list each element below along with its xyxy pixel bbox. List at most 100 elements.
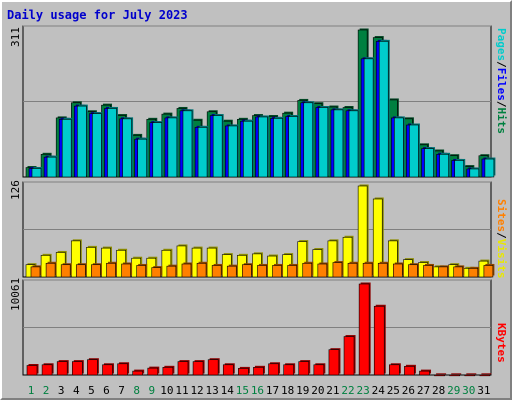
bar-visits-day-11	[176, 245, 187, 278]
day-label: 3	[58, 384, 65, 397]
bar-kbytes-day-4	[71, 361, 83, 376]
bar-sites-day-4	[75, 264, 86, 278]
bar-kbytes-day-5	[87, 359, 98, 376]
bar-visits-day-4	[70, 240, 81, 278]
day-label: 23	[357, 384, 370, 397]
bar-pages-day-27	[424, 148, 434, 178]
bar-kbytes-day-28	[434, 374, 445, 377]
bar-sites-day-6	[106, 262, 116, 278]
day-label: 12	[190, 384, 203, 397]
day-label: 18	[281, 384, 294, 397]
bar-pages-day-6	[107, 108, 117, 178]
day-label: 8	[133, 384, 140, 397]
bar-kbytes-day-16	[253, 367, 264, 376]
day-label: 30	[462, 384, 475, 397]
bar-pages-day-10	[167, 117, 178, 178]
bar-pages-day-15	[243, 120, 253, 178]
bar-sites-day-23	[362, 262, 373, 278]
bar-pages-day-30	[469, 168, 480, 178]
bar-sites-day-27	[423, 265, 433, 278]
bar-pages-day-19	[303, 102, 314, 178]
bar-kbytes-day-11	[177, 361, 189, 376]
bar-pages-day-3	[61, 119, 72, 178]
bar-kbytes-day-21	[328, 349, 340, 376]
day-label: 13	[206, 384, 219, 397]
bar-pages-day-25	[394, 117, 404, 178]
day-label: 26	[402, 384, 415, 397]
bar-kbytes-day-2	[41, 364, 53, 376]
bar-kbytes-day-8	[132, 370, 143, 376]
day-label: 14	[221, 384, 235, 397]
bar-sites-day-22	[347, 262, 358, 278]
bar-pages-day-22	[348, 110, 359, 178]
bar-visits-day-25	[388, 240, 398, 278]
chart-title: Daily usage for July 2023	[7, 8, 188, 22]
day-label: 22	[341, 384, 354, 397]
day-label: 28	[432, 384, 445, 397]
bar-sites-day-8	[136, 265, 146, 278]
bar-sites-day-3	[60, 264, 71, 278]
bar-kbytes-day-9	[147, 367, 159, 376]
day-label: 24	[372, 384, 386, 397]
bar-kbytes-day-24	[373, 305, 385, 376]
bar-sites-day-21	[332, 262, 343, 278]
bar-pages-day-5	[92, 113, 102, 178]
bar-sites-day-17	[272, 265, 282, 278]
bar-sites-day-13	[211, 265, 222, 278]
bar-kbytes-day-15	[238, 368, 249, 376]
bar-sites-day-12	[196, 262, 207, 278]
bar-pages-day-13	[212, 115, 223, 178]
bar-sites-day-2	[45, 262, 56, 278]
bar-sites-day-20	[317, 263, 328, 278]
day-label: 20	[311, 384, 324, 397]
bar-sites-day-14	[226, 265, 237, 278]
day-label: 21	[326, 384, 339, 397]
bar-kbytes-day-6	[102, 364, 113, 376]
day-label: 15	[236, 384, 249, 397]
day-label: 5	[88, 384, 95, 397]
bar-sites-day-5	[91, 264, 101, 278]
bar-kbytes-day-23	[358, 283, 370, 376]
bar-kbytes-day-25	[389, 364, 400, 376]
day-label: 29	[447, 384, 460, 397]
bar-sites-day-10	[166, 265, 177, 278]
bar-sites-day-31	[483, 265, 494, 278]
bar-kbytes-day-26	[404, 366, 415, 376]
bar-kbytes-day-10	[162, 367, 174, 376]
bar-visits-day-21	[327, 240, 338, 278]
bar-visits-day-23	[357, 185, 368, 278]
bar-sites-day-15	[242, 264, 252, 278]
bar-visits-day-22	[342, 236, 353, 278]
bar-pages-day-14	[227, 125, 238, 178]
bar-kbytes-day-1	[26, 365, 38, 376]
bar-sites-day-25	[393, 263, 403, 278]
bar-kbytes-day-29	[449, 374, 461, 377]
day-label: 17	[266, 384, 279, 397]
bar-pages-day-26	[409, 124, 419, 178]
bar-sites-day-11	[181, 263, 192, 278]
bar-kbytes-day-20	[313, 364, 325, 376]
bar-pages-day-8	[137, 138, 147, 178]
day-label: 19	[296, 384, 309, 397]
bar-kbytes-day-3	[56, 361, 68, 376]
bar-sites-day-19	[302, 262, 313, 278]
bar-sites-day-7	[121, 263, 131, 278]
bar-kbytes-day-30-shadow	[466, 373, 477, 375]
bar-pages-day-21	[333, 109, 344, 178]
bar-pages-day-17	[273, 118, 283, 178]
bar-kbytes-day-18	[283, 364, 294, 376]
day-label: 9	[148, 384, 155, 397]
bar-sites-day-16	[257, 265, 267, 278]
bar-kbytes-day-19	[298, 361, 310, 376]
bar-kbytes-day-27	[419, 370, 430, 376]
bar-pages-day-7	[122, 118, 132, 178]
bar-kbytes-day-30	[464, 374, 476, 377]
bar-pages-day-18	[288, 116, 298, 178]
bar-kbytes-day-13	[207, 359, 219, 376]
bar-kbytes-day-31-shadow	[481, 373, 492, 375]
bar-pages-day-23	[363, 58, 374, 178]
bar-kbytes-day-29-shadow	[451, 373, 462, 375]
day-label: 11	[175, 384, 188, 397]
